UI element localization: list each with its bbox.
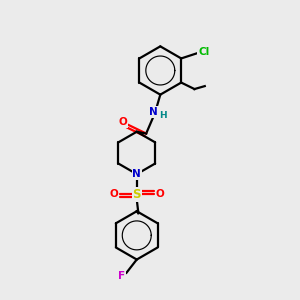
Text: Cl: Cl [198,47,209,57]
Text: H: H [159,111,167,120]
Text: O: O [110,189,118,199]
Text: O: O [155,189,164,199]
Text: O: O [118,117,127,127]
Text: S: S [133,188,141,201]
Text: F: F [118,271,125,281]
Text: N: N [132,169,141,179]
Text: N: N [149,107,158,117]
